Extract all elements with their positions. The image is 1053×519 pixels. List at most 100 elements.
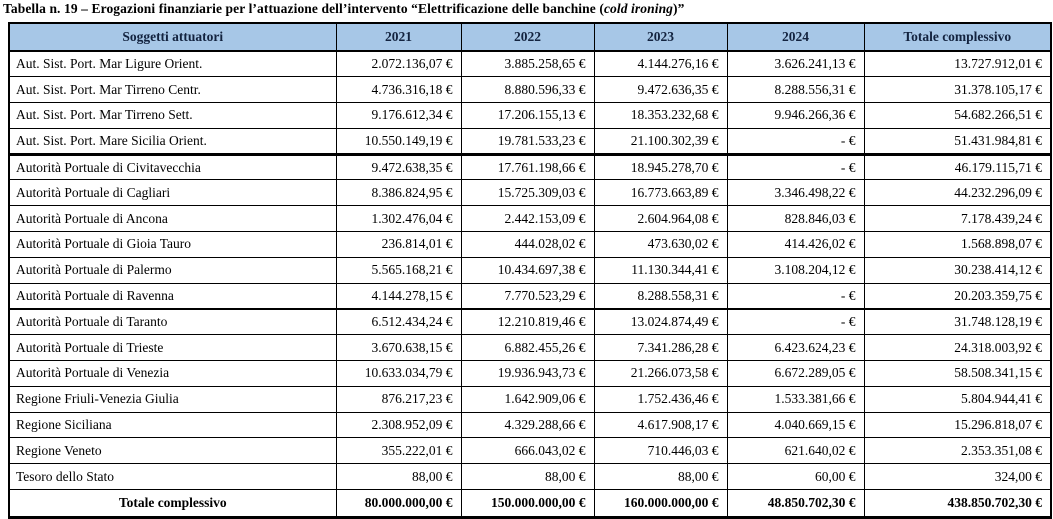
value-cell: 24.318.003,92 €	[863, 334, 1052, 362]
financial-table: Soggetti attuatori 2021 2022 2023 2024 T…	[8, 22, 1052, 519]
value-cell: 1.752.436,46 €	[593, 385, 728, 413]
value-cell: 10.633.034,79 €	[335, 360, 462, 387]
value-cell: 3.885.258,65 €	[460, 50, 595, 78]
table-row: Autorità Portuale di Cagliari 8.386.824,9…	[8, 179, 1052, 207]
value-cell: - €	[726, 282, 865, 310]
value-cell: 15.296.818,07 €	[863, 411, 1052, 439]
value-cell: 60,00 €	[726, 463, 865, 491]
value-cell: 4.040.669,15 €	[726, 411, 865, 439]
value-cell: 46.179.115,71 €	[863, 153, 1052, 181]
value-cell: 88,00 €	[593, 463, 728, 491]
header-2023: 2023	[593, 22, 728, 52]
table-row: Autorità Portuale di Civitavecchia 9.472.…	[8, 153, 1052, 181]
row-label: Aut. Sist. Port. Mar Tirreno Sett.	[8, 102, 337, 129]
value-cell: 1.302.476,04 €	[335, 205, 462, 233]
table-row: Autorità Portuale di Ravenna 4.144.278,15…	[8, 282, 1052, 310]
value-cell: 2.072.136,07 €	[335, 50, 462, 78]
value-cell: 18.353.232,68 €	[593, 102, 728, 129]
value-cell: - €	[726, 153, 865, 181]
value-cell: 3.670.638,15 €	[335, 334, 462, 362]
total-row-label: Totale complessivo	[8, 489, 337, 519]
total-value-2023: 160.000.000,00 €	[593, 489, 728, 519]
value-cell: 8.880.596,33 €	[460, 76, 595, 104]
value-cell: 444.028,02 €	[460, 231, 595, 258]
row-label: Autorità Portuale di Ancona	[8, 205, 337, 233]
total-value-2021: 80.000.000,00 €	[335, 489, 462, 519]
value-cell: 21.266.073,58 €	[593, 360, 728, 387]
value-cell: 236.814,01 €	[335, 231, 462, 258]
table-row: Regione Friuli-Venezia Giulia 876.217,23 …	[8, 385, 1052, 413]
row-label: Autorità Portuale di Trieste	[8, 334, 337, 362]
table-row: Autorità Portuale di Palermo 5.565.168,21…	[8, 256, 1052, 284]
row-label: Autorità Portuale di Venezia	[8, 360, 337, 387]
value-cell: 11.130.344,41 €	[593, 256, 728, 284]
row-label: Autorità Portuale di Taranto	[8, 308, 337, 336]
value-cell: 2.353.351,08 €	[863, 437, 1052, 465]
value-cell: 44.232.296,09 €	[863, 179, 1052, 207]
value-cell: 2.442.153,09 €	[460, 205, 595, 233]
value-cell: 31.378.105,17 €	[863, 76, 1052, 104]
table-caption-italic: cold ironing	[603, 1, 674, 16]
total-value-2022: 150.000.000,00 €	[460, 489, 595, 519]
value-cell: 10.434.697,38 €	[460, 256, 595, 284]
value-cell: 8.386.824,95 €	[335, 179, 462, 207]
table-row: Autorità Portuale di Gioia Tauro 236.814,…	[8, 231, 1052, 258]
table-caption: Tabella n. 19 – Erogazioni finanziarie p…	[3, 1, 684, 17]
header-totale-complessivo: Totale complessivo	[863, 22, 1052, 52]
table-row: Aut. Sist. Port. Mar Ligure Orient. 2.072…	[8, 50, 1052, 78]
value-cell: 3.626.241,13 €	[726, 50, 865, 78]
total-row: Totale complessivo 80.000.000,00 € 150.0…	[8, 489, 1052, 519]
table-row: Autorità Portuale di Taranto 6.512.434,24…	[8, 308, 1052, 336]
row-label: Regione Siciliana	[8, 411, 337, 439]
header-2024: 2024	[726, 22, 865, 52]
row-label: Autorità Portuale di Ravenna	[8, 282, 337, 310]
table-row: Autorità Portuale di Ancona 1.302.476,04 …	[8, 205, 1052, 233]
value-cell: 3.108.204,12 €	[726, 256, 865, 284]
value-cell: 21.100.302,39 €	[593, 127, 728, 156]
value-cell: 1.568.898,07 €	[863, 231, 1052, 258]
value-cell: 355.222,01 €	[335, 437, 462, 465]
value-cell: 17.206.155,13 €	[460, 102, 595, 129]
table-row: Autorità Portuale di Venezia 10.633.034,7…	[8, 360, 1052, 387]
value-cell: 5.804.944,41 €	[863, 385, 1052, 413]
table-row: Regione Veneto 355.222,01 €666.043,02 €71…	[8, 437, 1052, 465]
value-cell: 710.446,03 €	[593, 437, 728, 465]
total-value-complessivo: 438.850.702,30 €	[863, 489, 1052, 519]
value-cell: 1.533.381,66 €	[726, 385, 865, 413]
value-cell: 8.288.556,31 €	[726, 76, 865, 104]
value-cell: 7.770.523,29 €	[460, 282, 595, 310]
value-cell: 20.203.359,75 €	[863, 282, 1052, 310]
row-label: Regione Veneto	[8, 437, 337, 465]
row-label: Autorità Portuale di Palermo	[8, 256, 337, 284]
table-row: Aut. Sist. Port. Mar Tirreno Centr. 4.736…	[8, 76, 1052, 104]
value-cell: 9.472.636,35 €	[593, 76, 728, 104]
value-cell: 6.672.289,05 €	[726, 360, 865, 387]
value-cell: 51.431.984,81 €	[863, 127, 1052, 156]
value-cell: 30.238.414,12 €	[863, 256, 1052, 284]
table-body: Aut. Sist. Port. Mar Ligure Orient. 2.072…	[8, 50, 1052, 491]
value-cell: 5.565.168,21 €	[335, 256, 462, 284]
value-cell: 54.682.266,51 €	[863, 102, 1052, 129]
table-caption-text: Tabella n. 19 – Erogazioni finanziarie p…	[3, 1, 604, 16]
value-cell: 324,00 €	[863, 463, 1052, 491]
value-cell: 666.043,02 €	[460, 437, 595, 465]
value-cell: 19.781.533,23 €	[460, 127, 595, 156]
value-cell: 31.748.128,19 €	[863, 308, 1052, 336]
value-cell: 4.736.316,18 €	[335, 76, 462, 104]
value-cell: 414.426,02 €	[726, 231, 865, 258]
value-cell: 7.341.286,28 €	[593, 334, 728, 362]
value-cell: 876.217,23 €	[335, 385, 462, 413]
row-label: Aut. Sist. Port. Mar Ligure Orient.	[8, 50, 337, 78]
table-row: Autorità Portuale di Trieste 3.670.638,15…	[8, 334, 1052, 362]
value-cell: 2.604.964,08 €	[593, 205, 728, 233]
value-cell: 10.550.149,19 €	[335, 127, 462, 156]
value-cell: 4.329.288,66 €	[460, 411, 595, 439]
value-cell: 19.936.943,73 €	[460, 360, 595, 387]
value-cell: 6.423.624,23 €	[726, 334, 865, 362]
total-value-2024: 48.850.702,30 €	[726, 489, 865, 519]
row-label: Aut. Sist. Port. Mar Tirreno Centr.	[8, 76, 337, 104]
header-2021: 2021	[335, 22, 462, 52]
value-cell: 621.640,02 €	[726, 437, 865, 465]
value-cell: 4.144.276,16 €	[593, 50, 728, 78]
value-cell: 88,00 €	[335, 463, 462, 491]
